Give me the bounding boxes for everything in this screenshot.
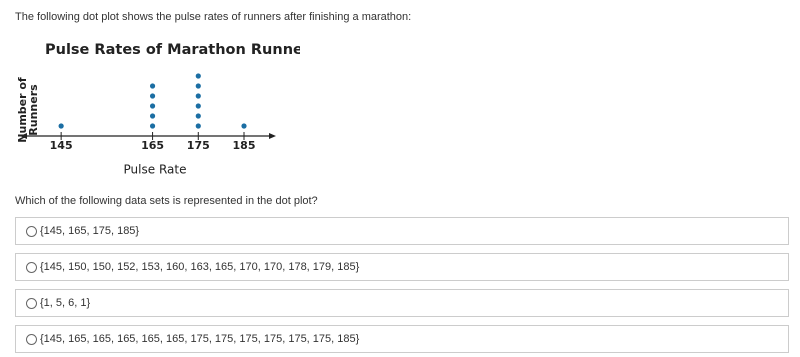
dot <box>195 113 201 119</box>
dot-plot: Pulse Rates of Marathon Runners Number o… <box>16 42 300 177</box>
radio-button[interactable] <box>26 226 37 237</box>
dot <box>195 73 201 79</box>
prompt: The following dot plot shows the pulse r… <box>15 11 412 23</box>
dot <box>58 123 64 129</box>
option-text: {1, 5, 6, 1} <box>40 297 91 309</box>
x-tick-label: 165 <box>141 139 164 152</box>
option-text: {145, 165, 165, 165, 165, 165, 175, 175,… <box>40 333 360 345</box>
dot <box>195 103 201 109</box>
answer-option[interactable]: {145, 165, 175, 185} <box>15 217 789 245</box>
dot <box>195 83 201 89</box>
answer-option[interactable]: {145, 165, 165, 165, 165, 165, 175, 175,… <box>15 325 789 353</box>
answer-option[interactable]: {1, 5, 6, 1} <box>15 289 789 317</box>
y-axis-label: Number of Runners <box>16 77 40 143</box>
x-tick-label: 145 <box>50 139 73 152</box>
x-tick-label: 175 <box>187 139 210 152</box>
dot <box>149 103 156 109</box>
y-label-line: Runners <box>27 84 40 136</box>
dot <box>149 113 156 119</box>
dot <box>149 83 156 89</box>
question: Which of the following data sets is repr… <box>15 195 318 207</box>
radio-button[interactable] <box>26 298 37 309</box>
chart-title: Pulse Rates of Marathon Runners <box>45 42 300 58</box>
dot <box>149 123 156 129</box>
radio-button[interactable] <box>26 262 37 273</box>
y-label-line: Number of <box>16 77 29 143</box>
dot <box>195 93 201 99</box>
option-text: {145, 150, 150, 152, 153, 160, 163, 165,… <box>40 261 360 273</box>
answer-option[interactable]: {145, 150, 150, 152, 153, 160, 163, 165,… <box>15 253 789 281</box>
dot <box>149 93 156 99</box>
dot <box>241 123 247 129</box>
radio-button[interactable] <box>26 334 37 345</box>
x-tick-label: 185 <box>233 139 256 152</box>
x-axis-label: Pulse Rate <box>124 163 187 177</box>
dot <box>195 123 201 129</box>
option-text: {145, 165, 175, 185} <box>40 225 140 237</box>
